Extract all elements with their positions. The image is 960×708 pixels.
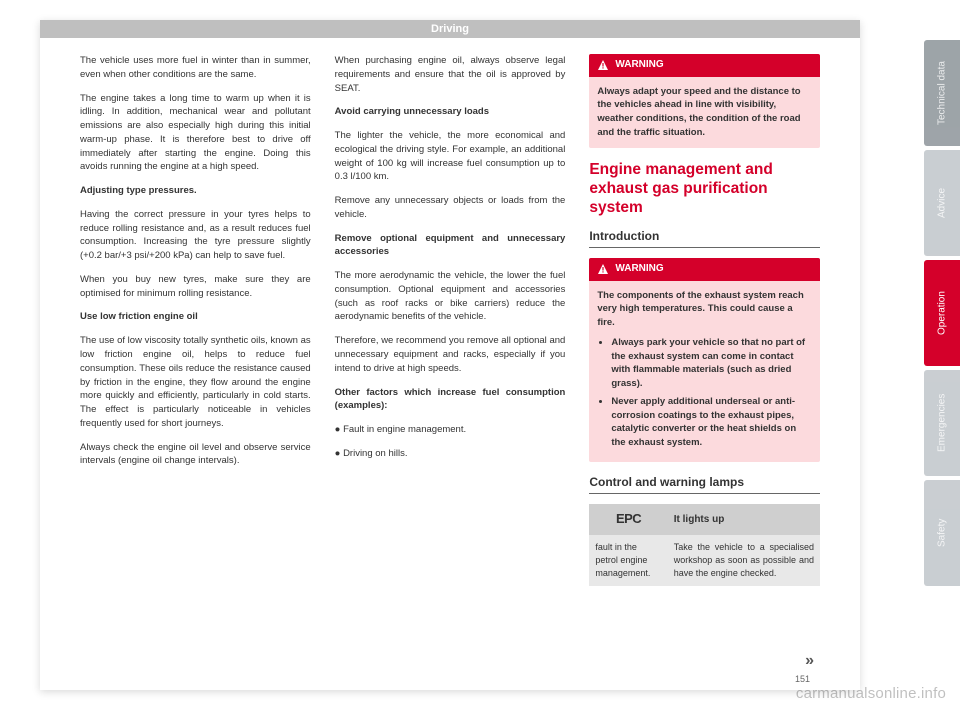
bullet-item: ● Fault in engine management.: [335, 423, 566, 437]
page-number: 151: [795, 674, 810, 684]
table-header-right: It lights up: [668, 504, 820, 535]
tab-emergencies[interactable]: Emergencies: [924, 370, 960, 476]
bullet-text: Fault in engine management.: [343, 424, 466, 435]
side-tabs: Technical data Advice Operation Emergenc…: [924, 40, 960, 586]
body-text: The vehicle uses more fuel in winter tha…: [80, 54, 311, 82]
table-row: fault in the petrol engine management. T…: [589, 535, 820, 586]
warning-body: The components of the exhaust system rea…: [589, 281, 820, 462]
warning-intro-text: The components of the exhaust system rea…: [597, 289, 812, 330]
warning-header: WARNING: [589, 54, 820, 77]
subhead-other-factors: Other factors which increase fuel consum…: [335, 386, 566, 414]
body-text: When purchasing engine oil, always obser…: [335, 54, 566, 95]
section-title-engine-mgmt: Engine management and exhaust gas purifi…: [589, 160, 820, 218]
table-cell-action: Take the vehicle to a specialised worksh…: [668, 535, 820, 586]
body-text: The more aerodynamic the vehicle, the lo…: [335, 269, 566, 324]
warning-box-exhaust: WARNING The components of the exhaust sy…: [589, 258, 820, 462]
warning-label: WARNING: [615, 58, 663, 73]
indicator-table: EPC It lights up fault in the petrol eng…: [589, 504, 820, 586]
subhead-loads: Avoid carrying unnecessary loads: [335, 105, 566, 119]
warning-label: WARNING: [615, 262, 663, 277]
tab-operation[interactable]: Operation: [924, 260, 960, 366]
bullet-item: ● Driving on hills.: [335, 447, 566, 461]
column-2: When purchasing engine oil, always obser…: [335, 54, 566, 682]
subhead-tyre-pressure: Adjusting type pressures.: [80, 184, 311, 198]
warning-header: WARNING: [589, 258, 820, 281]
body-text: The use of low viscosity totally synthet…: [80, 334, 311, 430]
continue-marker: »: [805, 652, 814, 670]
subsection-introduction: Introduction: [589, 228, 820, 248]
tab-advice[interactable]: Advice: [924, 150, 960, 256]
tab-safety[interactable]: Safety: [924, 480, 960, 586]
column-1: The vehicle uses more fuel in winter tha…: [80, 54, 311, 682]
table-cell-fault: fault in the petrol engine management.: [589, 535, 667, 586]
body-text: When you buy new tyres, make sure they a…: [80, 273, 311, 301]
body-text: Remove any unnecessary objects or loads …: [335, 194, 566, 222]
page-header: Driving: [40, 20, 860, 38]
manual-page: Driving The vehicle uses more fuel in wi…: [40, 20, 860, 690]
table-header-row: EPC It lights up: [589, 504, 820, 535]
warning-box-speed: WARNING Always adapt your speed and the …: [589, 54, 820, 148]
body-text: Therefore, we recommend you remove all o…: [335, 334, 566, 375]
column-3: WARNING Always adapt your speed and the …: [589, 54, 820, 682]
body-text: The engine takes a long time to warm up …: [80, 92, 311, 175]
warning-icon: [597, 59, 609, 71]
bullet-text: Driving on hills.: [343, 448, 407, 459]
epc-symbol: EPC: [589, 504, 667, 535]
subhead-engine-oil: Use low friction engine oil: [80, 310, 311, 324]
warning-icon: [597, 263, 609, 275]
body-text: The lighter the vehicle, the more econom…: [335, 129, 566, 184]
subsection-warning-lamps: Control and warning lamps: [589, 474, 820, 494]
body-text: Having the correct pressure in your tyre…: [80, 208, 311, 263]
warning-body: Always adapt your speed and the distance…: [589, 77, 820, 148]
warning-bullet: Always park your vehicle so that no part…: [611, 336, 812, 391]
watermark: carmanualsonline.info: [796, 685, 946, 702]
body-text: Always check the engine oil level and ob…: [80, 441, 311, 469]
warning-bullet: Never apply additional underseal or anti…: [611, 395, 812, 450]
content-columns: The vehicle uses more fuel in winter tha…: [40, 38, 860, 690]
subhead-accessories: Remove optional equipment and unnecessar…: [335, 232, 566, 260]
tab-technical-data[interactable]: Technical data: [924, 40, 960, 146]
